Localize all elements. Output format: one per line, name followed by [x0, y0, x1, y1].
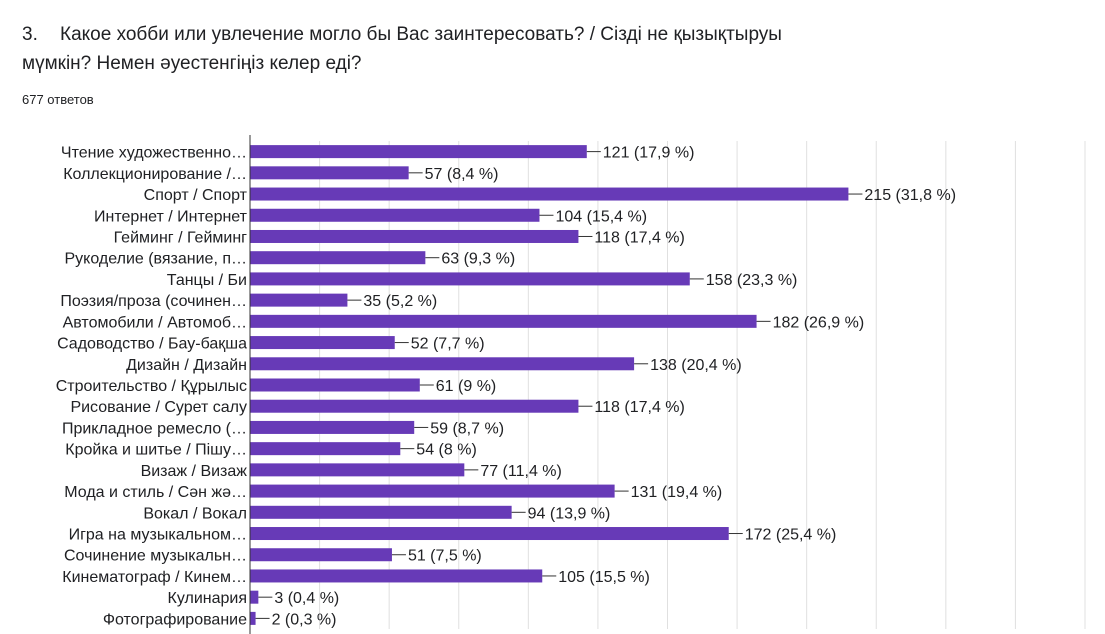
chart-bar: [250, 569, 543, 583]
chart-category-label: Вокал / Вокал: [143, 505, 247, 522]
chart-value-label: 172 (25,4 %): [745, 527, 837, 544]
chart-bar: [250, 251, 426, 265]
chart-category-label: Кинематограф / Кинем…: [62, 569, 247, 586]
chart-bar: [250, 527, 729, 541]
chart-bar: [250, 484, 615, 498]
chart-value-label: 121 (17,9 %): [603, 145, 695, 162]
chart-bar: [250, 399, 579, 413]
chart-category-label: Интернет / Интернет: [94, 208, 248, 225]
chart-value-label: 2 (0,3 %): [272, 611, 337, 628]
chart-value-label: 3 (0,4 %): [274, 590, 339, 607]
chart-value-label: 158 (23,3 %): [706, 272, 798, 289]
chart-bar: [250, 187, 849, 201]
chart-value-label: 57 (8,4 %): [425, 166, 499, 183]
chart-bar: [250, 145, 587, 159]
chart-category-label: Поэзия/проза (сочинен…: [60, 293, 247, 310]
chart-bar: [250, 378, 420, 392]
chart-value-label: 35 (5,2 %): [363, 293, 437, 310]
chart-value-label: 94 (13,9 %): [528, 505, 611, 522]
chart-value-label: 52 (7,7 %): [411, 336, 485, 353]
chart-value-label: 59 (8,7 %): [430, 420, 504, 437]
chart-category-label: Танцы / Би: [167, 272, 247, 289]
chart-category-label: Фотографирование: [103, 611, 247, 628]
response-count: 677 ответов: [22, 92, 94, 107]
chart-category-label: Чтение художественно…: [61, 145, 247, 162]
chart-value-label: 54 (8 %): [416, 442, 476, 459]
chart-bar: [250, 293, 348, 307]
chart-category-label: Прикладное ремесло (…: [62, 420, 247, 437]
chart-value-label: 104 (15,4 %): [555, 208, 647, 225]
chart-bar: [250, 166, 409, 180]
chart-category-label: Кройка и шитье / Пішу…: [65, 442, 247, 459]
chart-value-label: 138 (20,4 %): [650, 357, 742, 374]
chart-gridlines: [319, 141, 1086, 629]
question-title: 3. Какое хобби или увлечение могло бы Вас…: [22, 20, 782, 78]
chart-bar: [250, 442, 401, 456]
chart-category-label: Строительство / Құрылыс: [56, 378, 247, 395]
question-text: Какое хобби или увлечение могло бы Вас з…: [22, 24, 782, 74]
chart-category-label: Сочинение музыкальн…: [64, 548, 247, 565]
chart-bars: [250, 145, 849, 625]
chart-bar: [250, 272, 690, 286]
chart-bar: [250, 208, 540, 222]
chart-bar: [250, 229, 579, 243]
chart-value-label: 118 (17,4 %): [594, 399, 684, 416]
chart-bar: [250, 611, 256, 625]
chart-category-label: Автомобили / Автомоб…: [63, 314, 247, 331]
chart-value-label: 131 (19,4 %): [631, 484, 723, 501]
chart-category-label: Коллекционирование /…: [63, 166, 247, 183]
chart-category-label: Гейминг / Гейминг: [114, 229, 248, 246]
chart-category-label: Садоводство / Бау-бақша: [57, 336, 247, 353]
chart-bar: [250, 463, 465, 477]
chart-bar: [250, 357, 635, 371]
chart-category-label: Визаж / Визаж: [141, 463, 248, 480]
chart-value-label: 51 (7,5 %): [408, 548, 482, 565]
chart-category-label: Кулинария: [168, 590, 247, 607]
chart-category-label: Рисование / Сурет салу: [70, 399, 247, 416]
chart-value-label: 105 (15,5 %): [558, 569, 650, 586]
chart-category-label: Спорт / Спорт: [144, 187, 248, 204]
chart-bar: [250, 336, 395, 350]
chart-category-label: Игра на музыкальном…: [69, 527, 247, 544]
chart-value-labels: 121 (17,9 %) 57 (8,4 %) 215 (31,8 %) 104 (1…: [255, 145, 956, 628]
chart-bar: [250, 420, 415, 434]
chart-category-label: Дизайн / Дизайн: [126, 357, 247, 374]
chart-bar: [250, 505, 512, 519]
chart-value-label: 182 (26,9 %): [773, 314, 865, 331]
chart-category-labels: Чтение художественно… Коллекционирование …: [56, 145, 248, 629]
chart-bar: [250, 548, 392, 562]
chart-value-label: 118 (17,4 %): [594, 229, 684, 246]
chart-value-label: 63 (9,3 %): [441, 251, 515, 268]
chart-category-label: Рукоделие (вязание, п…: [65, 251, 248, 268]
chart-value-label: 215 (31,8 %): [864, 187, 956, 204]
chart-category-label: Мода и стиль / Сән жә…: [64, 484, 247, 501]
chart-value-label: 61 (9 %): [436, 378, 496, 395]
chart-value-label: 77 (11,4 %): [480, 463, 562, 480]
question-number: 3.: [22, 24, 38, 45]
chart-bar: [250, 314, 757, 328]
chart-bar: [250, 590, 259, 604]
